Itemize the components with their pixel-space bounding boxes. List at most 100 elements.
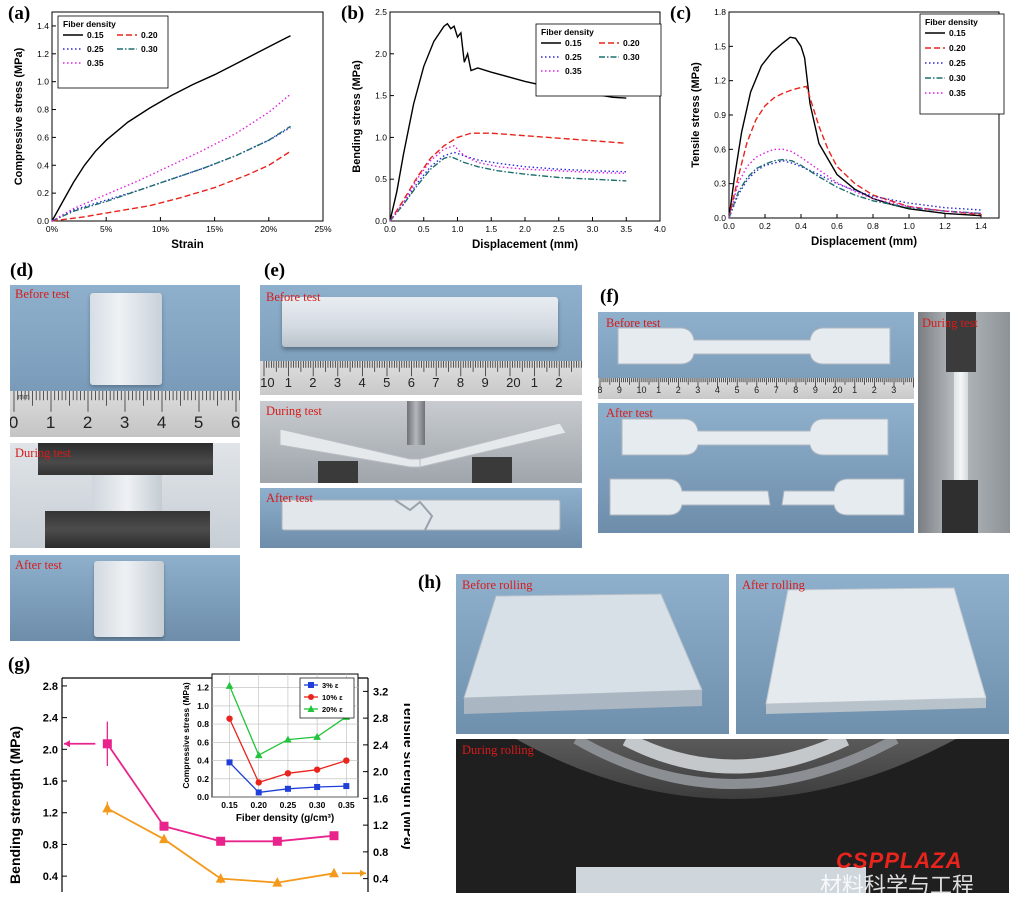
series-line-0.20 (389, 132, 627, 222)
press-plate-bottom (45, 511, 210, 548)
inset-legend-label: 3% ε (322, 681, 339, 690)
y2-tick-label: 2.8 (373, 713, 388, 725)
photo-f-after (598, 403, 914, 533)
x-tick-label: 0% (46, 224, 59, 234)
cube-compressed (92, 475, 162, 511)
legend-label-0.30: 0.30 (949, 73, 966, 83)
marker-Tensile (272, 877, 283, 887)
loading-pin (407, 401, 425, 445)
series-line-0.35 (728, 148, 982, 219)
photo-h-after (736, 574, 1009, 734)
inset-y-tick-label: 0.0 (197, 792, 209, 802)
inset-y-tick-label: 0.8 (197, 719, 209, 729)
photo-f-during (918, 312, 1010, 533)
ruler-d: mm 0 1 2 3 4 5 6 (10, 391, 240, 437)
y2-tick-label: 3.2 (373, 686, 388, 698)
inset-x-tick-label: 0.35 (338, 800, 355, 810)
x-tick-label: 0.6 (831, 221, 843, 231)
photo-e-before: 10 1 2 3 4 5 6 7 8 9 20 1 2 (260, 285, 582, 395)
marker-Tensile (102, 802, 113, 813)
y-tick-label: 0.3 (714, 179, 726, 189)
inset-x-tick-label: 0.25 (280, 800, 297, 810)
x-tick-label: 0.8 (867, 221, 879, 231)
label-e-after: After test (266, 491, 313, 505)
legend-label-0.15: 0.15 (87, 30, 104, 40)
inset-marker (226, 715, 233, 722)
inset-y-tick-label: 0.4 (197, 756, 209, 766)
y2-tick-label: 2.4 (373, 740, 389, 752)
legend-box (919, 13, 1005, 115)
inset-y-tick-label: 0.6 (197, 737, 209, 747)
legend-label-0.30: 0.30 (623, 52, 640, 62)
x-tick-label: 5% (100, 224, 113, 234)
chart-c-tensile: 0.0 0.2 0.4 0.6 0.8 1.0 1.2 1.4 0.0 0.3 0.6 0.9 1.2 1… (690, 7, 1005, 248)
legend-label-0.25: 0.25 (565, 52, 582, 62)
y2-tick-label: 1.2 (373, 820, 388, 832)
inset-marker (284, 785, 291, 792)
x-tick-label: 1.4 (975, 221, 987, 231)
x-axis-label: Displacement (mm) (811, 236, 917, 248)
series-line-0.35 (389, 145, 627, 222)
marker-Bending (159, 821, 169, 831)
y-tick-label: 2.4 (43, 713, 59, 725)
y-tick-label: 0.2 (37, 188, 49, 198)
y-tick-label: 0.5 (375, 174, 387, 184)
series-line-0.30 (389, 155, 627, 222)
panel-label-e: (e) (264, 260, 286, 281)
label-h-before: Before rolling (462, 578, 533, 592)
legend-label-0.15: 0.15 (565, 38, 582, 48)
ruler-number: 8 (793, 385, 799, 395)
series-line-0.15 (51, 35, 291, 222)
photo-d-after (10, 555, 240, 641)
ruler-number: 7 (432, 375, 440, 390)
watermark-logo: CSPPLAZA (836, 848, 963, 873)
inset-marker (313, 732, 321, 740)
inset-marker (313, 766, 321, 773)
x-tick-label: 0.0 (384, 224, 396, 234)
ruler-number: 3 (695, 385, 701, 395)
x-tick-label: 1.5 (485, 224, 497, 234)
y2-tick-label: 0.4 (373, 874, 389, 886)
ruler-number: 8 (598, 385, 603, 395)
ruler-number: 1 (852, 385, 858, 395)
marker-Bending (272, 836, 282, 846)
inset-legend-label: 20% ε (322, 705, 343, 714)
legend-label-0.15: 0.15 (949, 28, 966, 38)
grip-top (946, 312, 976, 372)
x-tick-label: 1.0 (452, 224, 464, 234)
y-tick-label: 1.8 (714, 7, 726, 17)
ruler-number: 1 (284, 375, 292, 390)
y-tick-label: 1.4 (37, 21, 49, 31)
series-line-0.25 (728, 160, 982, 219)
legend-title: Fiber density (63, 19, 116, 29)
series-line-0.35 (51, 93, 291, 222)
y-tick-label: 0.8 (43, 839, 58, 851)
label-f-during: During test (922, 316, 978, 330)
ruler-number: 3 (119, 413, 130, 432)
ruler-number: 9 (481, 375, 489, 390)
inset-legend-label: 10% ε (322, 693, 343, 702)
ruler-number: 7 (773, 385, 779, 395)
x-tick-label: 3.5 (620, 224, 632, 234)
y-tick-label: 0.6 (37, 132, 49, 142)
legend-label-0.25: 0.25 (87, 44, 104, 54)
label-h-during: During rolling (462, 743, 534, 757)
label-d-before: Before test (15, 287, 70, 301)
legend-label-0.35: 0.35 (949, 88, 966, 98)
legend-label-0.30: 0.30 (141, 44, 158, 54)
x-tick-label: 20% (260, 224, 277, 234)
legend-label-0.35: 0.35 (87, 58, 104, 68)
y2-axis-label: Tensile strength (MPa) (401, 700, 410, 849)
press-plate-top (38, 443, 213, 475)
y-tick-label: 2.0 (375, 49, 387, 59)
series-line-0.25 (389, 151, 627, 222)
y-axis-label: Bending strength (MPa) (7, 726, 23, 884)
inset-legend-marker (308, 682, 314, 688)
inset-marker (255, 789, 262, 796)
y-axis-label: Compressive stress (MPa) (13, 47, 25, 185)
ruler-number: 20 (506, 375, 521, 390)
x-axis-label: Strain (171, 239, 204, 251)
inset-marker (343, 783, 350, 790)
grip-bottom (942, 480, 978, 533)
